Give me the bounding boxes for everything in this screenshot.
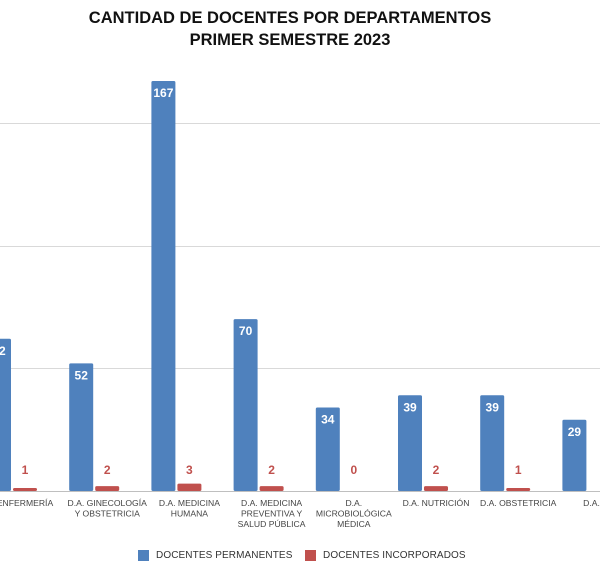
- legend-swatch-permanentes: [138, 550, 149, 561]
- bar: [480, 395, 505, 491]
- data-label: 0: [350, 463, 357, 477]
- x-tick-label: D.A. MEDICINA PREVENTIVA Y SALUD PÚBLICA: [238, 498, 306, 529]
- data-label: 39: [403, 400, 417, 414]
- x-tick-label: D.A. MICROBIOLÓGICA MÉDICA: [316, 498, 392, 529]
- data-label: 2: [433, 463, 440, 477]
- data-label: 3: [186, 463, 193, 477]
- bar: [69, 363, 94, 491]
- legend-item-permanentes: DOCENTES PERMANENTES: [138, 550, 292, 561]
- bar: [177, 483, 202, 491]
- bar: [315, 407, 340, 491]
- data-label: 167: [153, 86, 173, 100]
- data-label: 39: [486, 400, 500, 414]
- data-label: 1: [22, 463, 29, 477]
- x-tick-label: D.A. PAT: [583, 498, 600, 508]
- data-label: 62: [0, 344, 6, 358]
- data-label: 52: [75, 368, 89, 382]
- data-label: 29: [568, 425, 582, 439]
- bar: [506, 488, 531, 491]
- legend-label-incorporados: DOCENTES INCORPORADOS: [323, 550, 466, 561]
- bar: [233, 319, 258, 491]
- bar: [562, 419, 587, 491]
- bar: [13, 488, 37, 491]
- chart-title: CANTIDAD DE DOCENTES POR DEPARTAMENTOS: [88, 9, 492, 27]
- bar: [424, 486, 448, 491]
- bar: [0, 338, 11, 491]
- x-tick-label: D.A. GINECOLOGÍA Y OBSTETRICIA: [68, 498, 148, 519]
- x-tick-label: D.A. NUTRICIÓN: [403, 498, 470, 508]
- data-label: 2: [268, 463, 275, 477]
- legend-item-incorporados: DOCENTES INCORPORADOS: [305, 550, 466, 561]
- data-label: 70: [239, 324, 253, 338]
- bar: [259, 486, 284, 491]
- bar: [398, 395, 422, 491]
- bar: [151, 81, 176, 491]
- data-label: 1: [515, 463, 522, 477]
- bar: [95, 486, 120, 491]
- x-tick-label: D.A. MEDICINA HUMANA: [159, 498, 220, 519]
- x-tick-label: ENFERMERÍA: [0, 498, 53, 508]
- x-tick-label: D.A. OBSTETRICIA: [480, 498, 557, 508]
- legend-swatch-incorporados: [305, 550, 316, 561]
- chart-subtitle: PRIMER SEMESTRE 2023: [189, 31, 391, 49]
- legend: DOCENTES PERMANENTES DOCENTES INCORPORAD…: [0, 550, 600, 566]
- data-label: 34: [321, 413, 335, 427]
- data-label: 2: [104, 463, 111, 477]
- legend-label-permanentes: DOCENTES PERMANENTES: [156, 550, 293, 561]
